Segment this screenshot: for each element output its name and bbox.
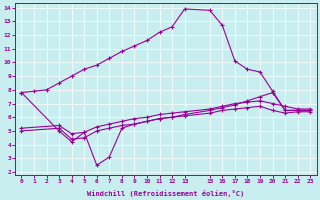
X-axis label: Windchill (Refroidissement éolien,°C): Windchill (Refroidissement éolien,°C) [87,190,244,197]
